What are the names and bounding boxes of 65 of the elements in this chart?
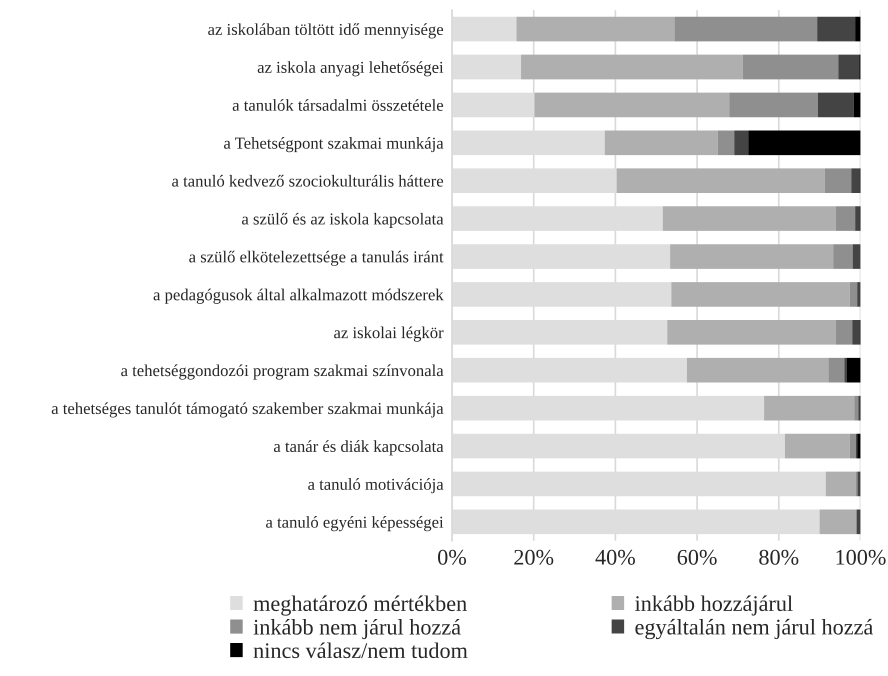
bar [742, 54, 838, 80]
bar [748, 130, 860, 156]
bar [828, 358, 845, 383]
bar [834, 244, 853, 269]
bar [729, 92, 818, 118]
y-tick-label: a Tehetségpont szakmai munkája [224, 137, 444, 152]
bar [850, 282, 858, 307]
bar [846, 358, 860, 383]
legend-label: egyáltalán nem járul hozzá [635, 618, 874, 640]
bar [850, 434, 856, 458]
x-tick-label: 40% [595, 550, 635, 565]
bar [824, 168, 852, 194]
bar [851, 168, 860, 194]
y-tick-label: a tanuló motivációja [308, 478, 444, 494]
bar [854, 396, 858, 420]
bar [852, 320, 860, 345]
y-tick-label: a tanuló egyéni képességei [266, 516, 444, 532]
y-tick-label: a tanár és diák kapcsolata [274, 440, 444, 456]
bar [857, 282, 860, 307]
bar [855, 206, 860, 231]
bar [662, 206, 836, 231]
x-tick-label: 100% [836, 550, 886, 565]
y-tick-label: a tanuló kedvező szociokulturális háttere [172, 174, 444, 187]
x-tick-label: 0% [438, 550, 466, 565]
bar [521, 54, 743, 80]
legend-label: inkább nem járul hozzá [254, 618, 461, 640]
bar [516, 16, 675, 42]
bar [604, 130, 718, 156]
bar [820, 510, 856, 534]
x-tick-label: 80% [759, 550, 798, 565]
legend-label: meghatározó mértékben [254, 595, 467, 616]
legend-label: inkább hozzájárul [635, 595, 793, 616]
legend-label: nincs válasz/nem tudom [254, 642, 468, 658]
bar [670, 244, 834, 269]
bar [671, 282, 850, 307]
bar [764, 396, 854, 420]
bar [836, 206, 856, 231]
bar [838, 54, 860, 80]
y-tick-label: a szülő és az iskola kapcsolata [242, 212, 444, 228]
bar [818, 92, 854, 118]
y-tick-label: az iskola anyagi lehetőségei [258, 61, 444, 76]
y-tick-label: a pedagógusok által alkalmazott módszerek [154, 288, 444, 304]
bar [667, 320, 836, 345]
y-tick-label: a tehetséggondozói program szakmai színvonala [121, 364, 444, 380]
bar [734, 130, 749, 156]
bar [855, 16, 860, 42]
y-tick-label: a tanulók társadalmi összetétele [232, 99, 444, 111]
bar [718, 130, 734, 156]
y-tick-label: a tehetséges tanulót támogató szakember szakmai munkája [52, 402, 444, 418]
bar [852, 244, 860, 269]
x-tick-label: 20% [514, 550, 554, 565]
bar [826, 472, 856, 496]
y-tick-label: az iskolai légkör [334, 326, 444, 342]
bar [616, 168, 825, 194]
bar [836, 320, 852, 345]
bar [534, 92, 730, 118]
y-tick-label: az iskolában töltött idő mennyisége [208, 23, 444, 38]
x-tick-label: 60% [678, 550, 717, 565]
bar [784, 434, 850, 458]
bar [674, 16, 818, 42]
y-tick-label: a szülő elkötelezettsége a tanulás iránt [189, 250, 444, 266]
bar [817, 16, 856, 42]
bar [857, 434, 860, 458]
bar [854, 92, 860, 118]
bar [686, 358, 829, 383]
